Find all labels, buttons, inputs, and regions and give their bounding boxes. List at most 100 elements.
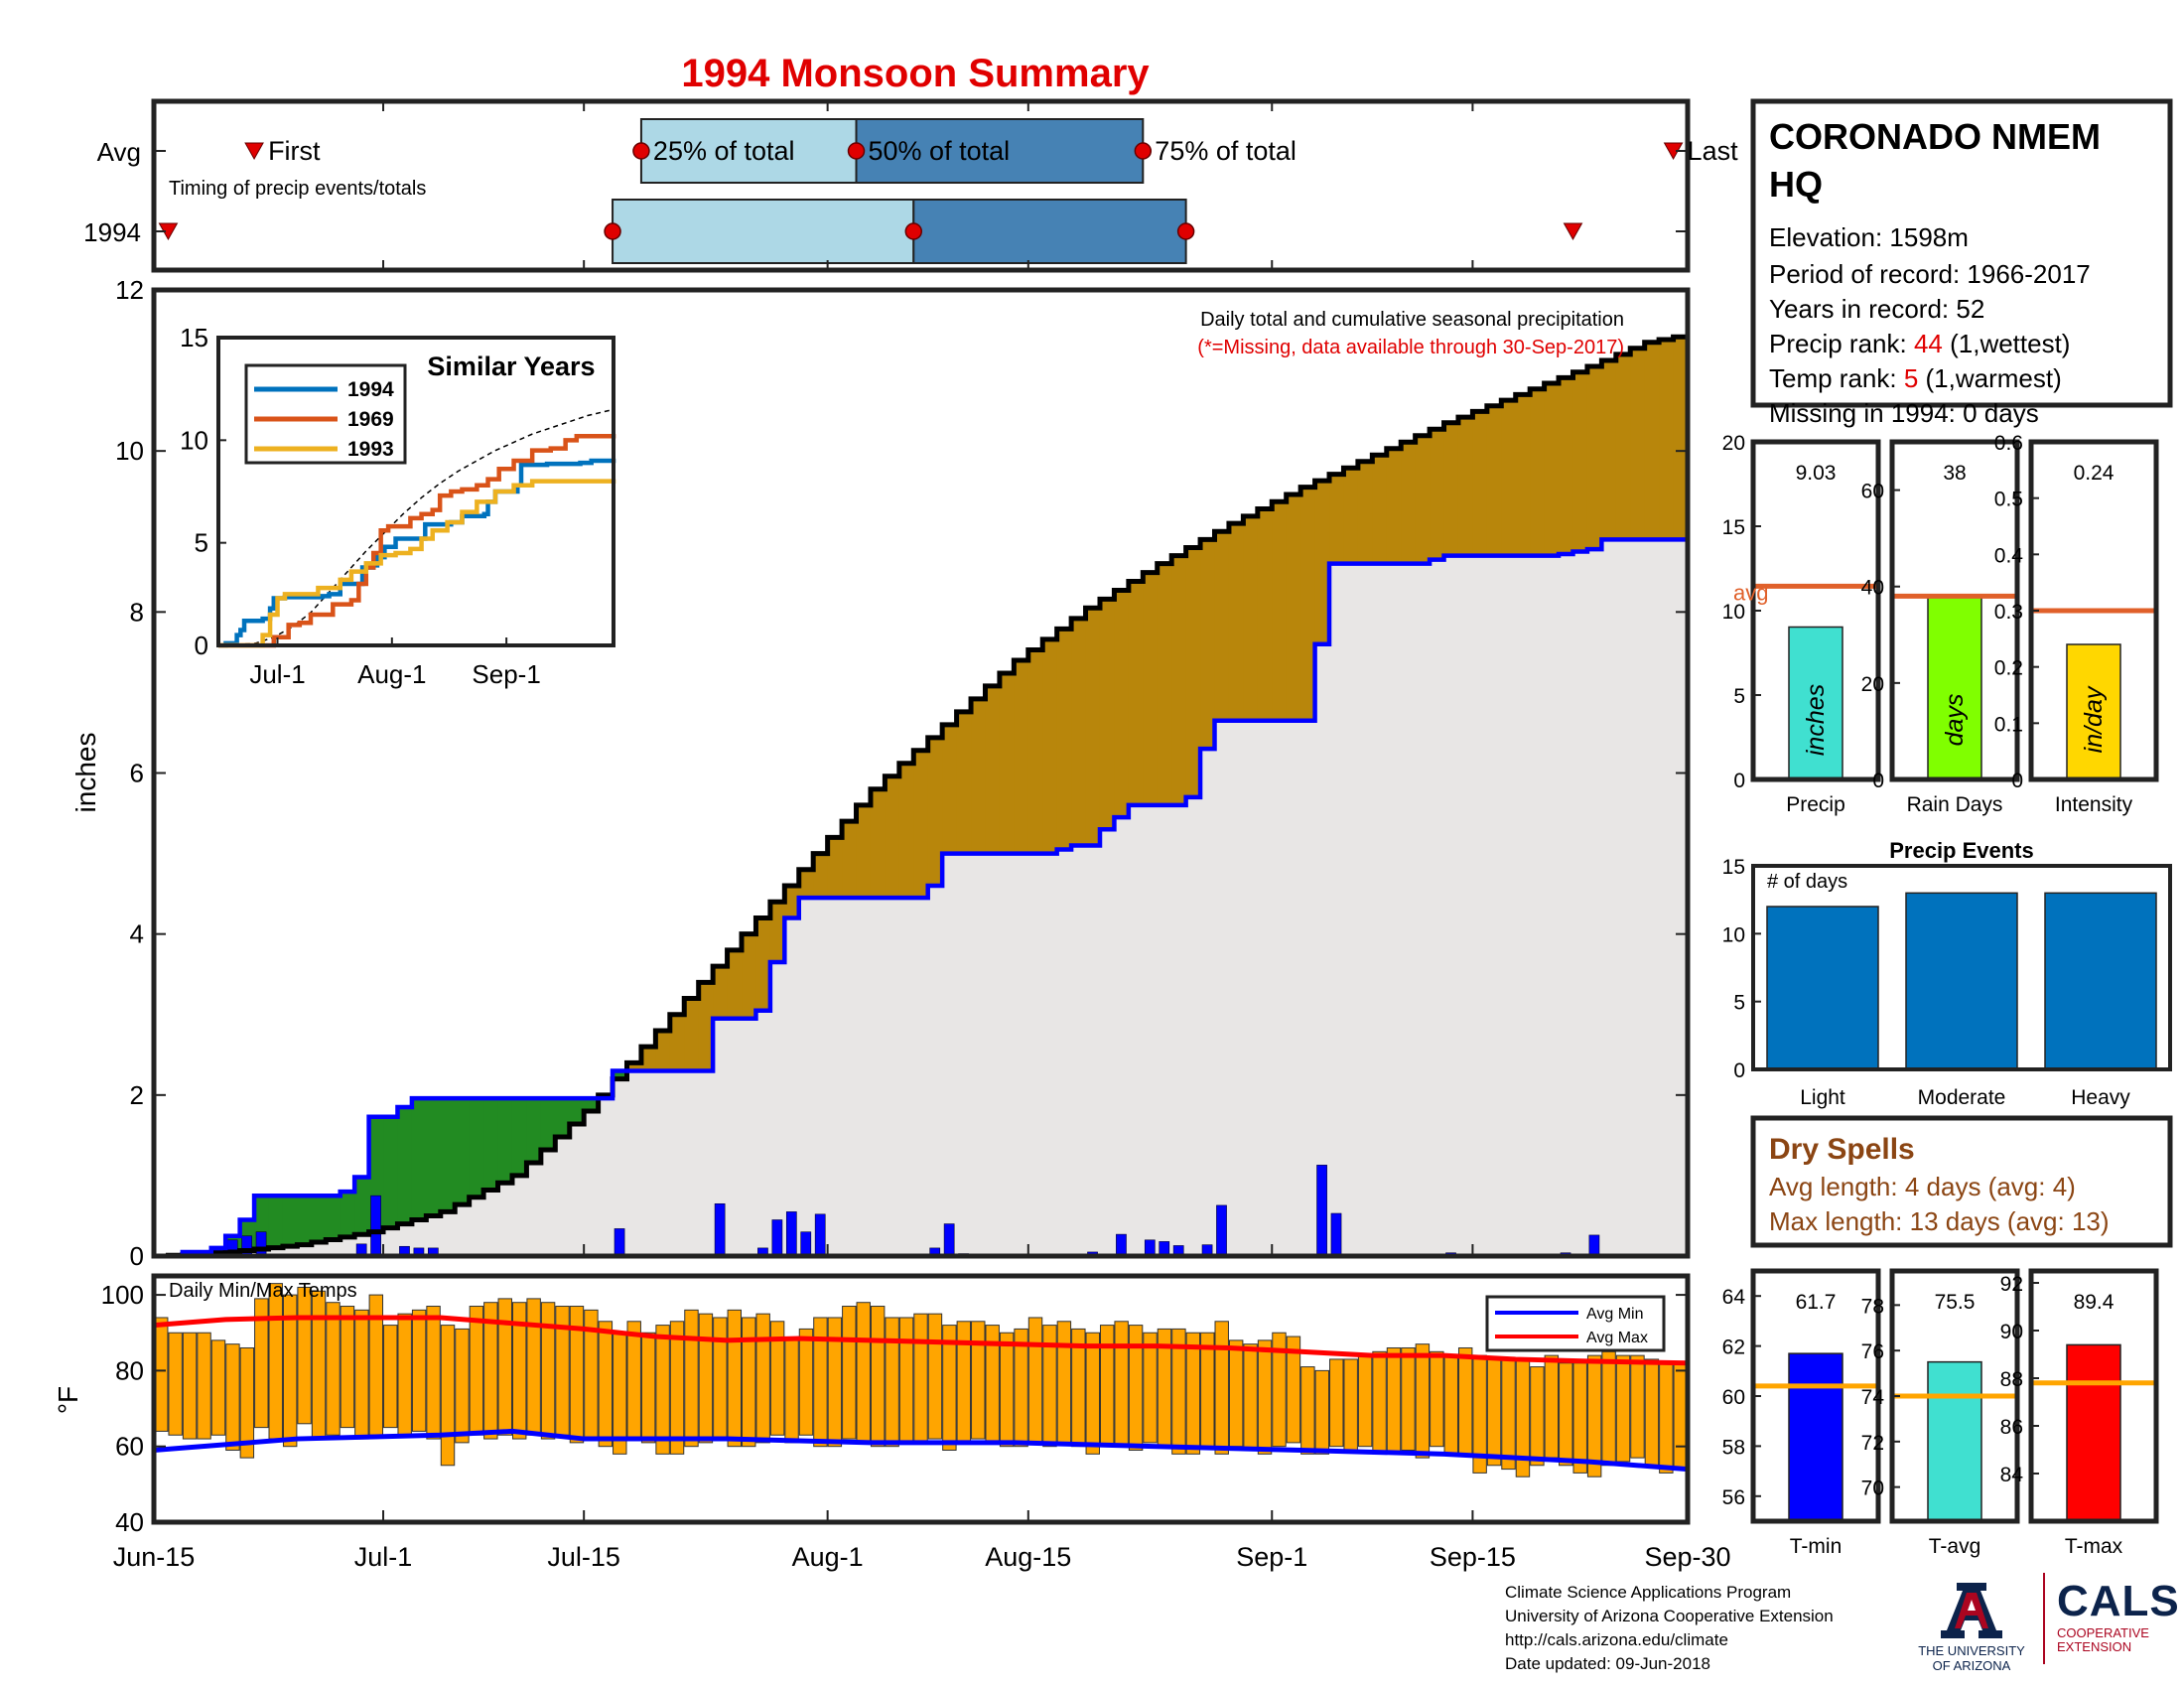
daily-temp-bar [813,1317,828,1448]
deficit-fill [1372,455,1388,564]
station-missing: Missing in 1994: 0 days [1769,398,2039,428]
daily-temp-bar [1099,1325,1115,1448]
deficit-fill [956,711,972,854]
surplus-fill [411,1098,427,1220]
daily-temp-bar [1042,1325,1057,1448]
temp-y-tick-label: 64 [1722,1286,1746,1309]
deficit-fill [1228,523,1244,721]
daily-temp-bar [311,1290,327,1440]
daily-temp-bar [885,1317,899,1448]
daily-temp-bar [1572,1362,1587,1474]
daily-temp-bar [1214,1321,1229,1455]
daily-temp-bar [784,1339,799,1444]
temp-y-tick-label: 40 [115,1507,144,1537]
daily-temp-bar [197,1332,211,1440]
deficit-fill [1586,366,1602,550]
daily-temp-bar [1243,1343,1258,1452]
daily-temp-bar [182,1332,198,1440]
inset-legend-label-1994: 1994 [347,378,394,401]
surplus-fill [540,1098,556,1150]
daily-temp-bar [440,1325,456,1467]
inset-y-tick-label: 10 [180,425,208,455]
surplus-fill [282,1196,298,1247]
footer-date: Date updated: 09-Jun-2018 [1505,1654,1710,1673]
surplus-fill [340,1192,355,1237]
precip-y-tick-label: 0.1 [1994,713,2023,736]
station-box-frame [1750,98,2173,408]
deficit-fill [1559,377,1573,554]
timing-percentile-marker [847,142,866,160]
daily-temp-bar [511,1302,527,1440]
temp-y-tick-label: 74 [1861,1386,1885,1409]
station-name-line1: CORONADO NMEM [1769,116,2101,157]
daily-temp-bar [1185,1332,1201,1455]
deficit-fill [913,750,929,899]
daily-temp-bar [1372,1350,1387,1455]
precip-y-tick-label: 0.2 [1994,657,2023,680]
precip-totals-panels: 0 5 10 15 20 9.03 Precip inches avg 0 20 40 60 38 Rain… [1722,432,2159,816]
daily-temps-chart: 40 60 80 100 Jun-15 Jul-1 Jul-15 Aug-1 Aug-15 Sep… [53,1273,1731,1572]
daily-precip-bar [1588,1234,1600,1257]
events-title: Precip Events [1889,838,2034,863]
temp-y-tick-label: 70 [1861,1477,1884,1500]
temp-y-tick-label: 80 [115,1355,144,1385]
temp-chart-title: Daily Min/Max Temps [169,1280,357,1302]
x-tick-label: Aug-1 [792,1542,864,1572]
daily-precip-bar [1116,1233,1127,1257]
surplus-fill [613,1070,627,1079]
surplus-fill [326,1196,341,1240]
inset-y-tick-label: 0 [195,631,208,660]
deficit-fill [1443,422,1459,556]
precip-y-tick-label: 60 [1861,481,1884,503]
daily-temp-bar [1544,1354,1560,1459]
x-tick-label: Sep-30 [1644,1542,1730,1572]
dry-spells-box: Dry Spells Avg length: 4 days (avg: 4) M… [1750,1115,2173,1248]
timing-box-late [912,199,1187,264]
inset-x-tick-label: Jul-1 [249,659,305,689]
precip-unit-label: in/day [2080,685,2108,753]
inset-x-tick-label: Aug-1 [357,659,426,689]
timing-first-last-marker [1563,222,1583,241]
deficit-fill [640,1047,656,1071]
daily-temp-bar [942,1325,957,1452]
precip-bar-intensity [2066,643,2121,780]
daily-temp-bar [798,1328,814,1436]
deficit-fill [942,724,958,854]
y-tick-label: 2 [130,1080,144,1110]
surplus-fill [311,1196,327,1243]
deficit-fill [927,737,943,887]
deficit-fill [1200,539,1216,750]
precip-bar-precip [1788,626,1843,780]
deficit-fill [1056,629,1072,850]
precip-y-tick-label: 40 [1861,577,1884,600]
temp-y-tick-label: 72 [1861,1432,1884,1455]
daily-temp-bar [913,1313,928,1444]
daily-temp-bar [340,1306,355,1429]
temp-y-tick-label: 60 [115,1432,144,1462]
deficit-fill [1143,572,1159,805]
deficit-fill [755,917,771,1011]
deficit-fill [1214,531,1230,721]
temp-legend-max-label: Avg Max [1586,1330,1648,1346]
temp-panel-frame [2028,1268,2159,1524]
similar-years-chart: 0 5 10 15 Jul-1 Aug-1 Sep-1 Similar Years 1994 19… [180,323,616,689]
temp-legend-frame [1485,1295,1666,1352]
surplus-fill [383,1116,398,1228]
daily-temp-bar [411,1309,427,1432]
deficit-fill [1329,474,1344,564]
daily-temp-bar [239,1346,255,1459]
y-tick-label: 12 [115,275,144,305]
daily-precip-bar [714,1202,726,1257]
y-axis-label: inches [70,733,101,813]
temp-category-label: T-max [2065,1535,2123,1558]
deficit-fill [742,933,756,1019]
footer-url[interactable]: http://cals.arizona.edu/climate [1505,1630,1728,1649]
daily-precip-bar [943,1223,955,1257]
dry-spells-avg-length: Avg length: 4 days (avg: 4) [1769,1172,2076,1201]
daily-temp-bar [755,1313,770,1444]
deficit-fill [1314,481,1330,644]
inset-legend-label-1969: 1969 [347,408,394,431]
precip-avg-label: avg [1733,580,1768,605]
precip-panel-frame [1889,439,2020,782]
daily-temp-bar [1257,1339,1273,1455]
